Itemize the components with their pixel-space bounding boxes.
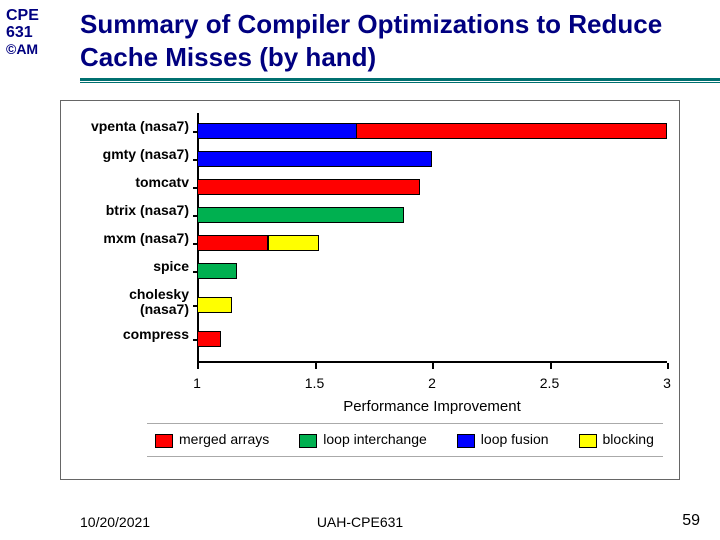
x-tick-label: 2.5 — [540, 375, 559, 391]
category-label: compress — [59, 327, 189, 342]
title-rule — [80, 78, 720, 83]
bar-segment — [197, 235, 268, 251]
category-label: cholesky(nasa7) — [59, 287, 189, 316]
bar-row — [197, 173, 667, 201]
bar-segment — [268, 235, 320, 251]
chart-container: Performance Improvement 1 1.5 2 2.5 3 vpenta … — [60, 100, 680, 480]
legend-swatch — [155, 434, 173, 448]
legend-swatch — [299, 434, 317, 448]
bar-segment — [197, 123, 357, 139]
bar-segment — [197, 207, 404, 223]
bar-row — [197, 325, 667, 353]
category-label: tomcatv — [59, 175, 189, 190]
legend: merged arrays loop interchange loop fusion… — [147, 423, 663, 457]
category-label: spice — [59, 259, 189, 274]
bar-row — [197, 257, 667, 285]
x-tick — [432, 363, 434, 369]
footer-center: UAH-CPE631 — [0, 514, 720, 530]
course-logo: CPE 631 ©AM — [6, 8, 54, 56]
legend-swatch — [579, 434, 597, 448]
legend-item: loop interchange — [299, 432, 427, 448]
bar-row — [197, 229, 667, 257]
x-tick-label: 2 — [428, 375, 436, 391]
legend-item: merged arrays — [155, 432, 269, 448]
category-label: mxm (nasa7) — [59, 231, 189, 246]
x-tick — [667, 363, 669, 369]
page-title: Summary of Compiler Optimizations to Red… — [80, 8, 700, 73]
x-axis-title: Performance Improvement — [197, 398, 667, 415]
bar-segment — [197, 151, 432, 167]
x-tick-label: 1.5 — [305, 375, 324, 391]
bar-row — [197, 145, 667, 173]
legend-item: loop fusion — [457, 432, 549, 448]
footer-page: 59 — [682, 512, 700, 530]
bar-segment — [197, 331, 221, 347]
bar-segment — [197, 297, 232, 313]
plot-area: Performance Improvement 11.522.53vpenta … — [197, 113, 667, 363]
category-label: btrix (nasa7) — [59, 203, 189, 218]
x-tick — [550, 363, 552, 369]
legend-swatch — [457, 434, 475, 448]
bar-segment — [197, 179, 420, 195]
x-tick — [315, 363, 317, 369]
logo-line2: 631 — [6, 25, 54, 42]
x-tick-label: 1 — [193, 375, 201, 391]
category-label: vpenta (nasa7) — [59, 119, 189, 134]
bar-row — [197, 117, 667, 145]
legend-label: loop fusion — [481, 432, 549, 447]
legend-label: blocking — [603, 432, 654, 447]
x-tick — [197, 363, 199, 369]
legend-label: loop interchange — [323, 432, 427, 447]
legend-label: merged arrays — [179, 432, 269, 447]
category-label: gmty (nasa7) — [59, 147, 189, 162]
logo-line1: CPE — [6, 7, 39, 24]
logo-line3: ©AM — [6, 42, 54, 57]
bar-segment — [197, 263, 237, 279]
x-tick-label: 3 — [663, 375, 671, 391]
bar-row — [197, 285, 667, 325]
legend-item: blocking — [579, 432, 654, 448]
bar-row — [197, 201, 667, 229]
